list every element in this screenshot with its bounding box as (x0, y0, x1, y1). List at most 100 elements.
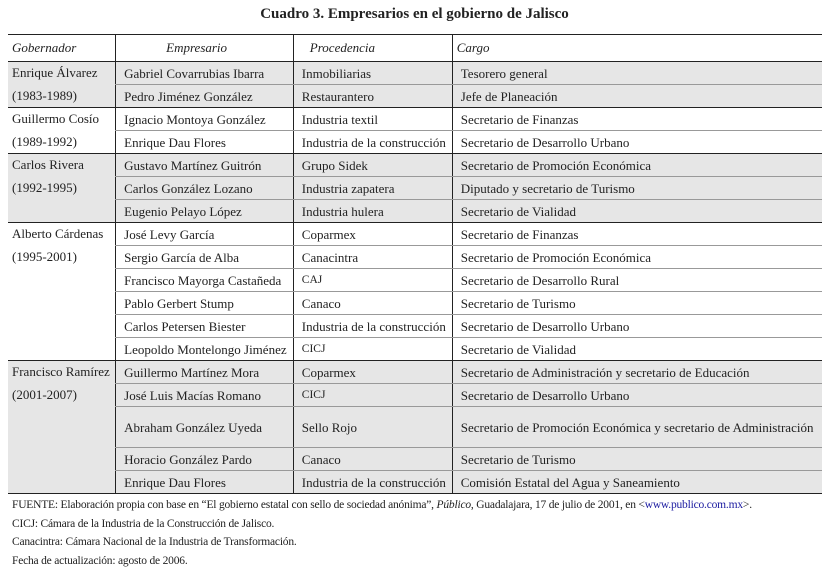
table-body: Enrique Álvarez (1983-1989) Gabriel Covarr… (8, 61, 822, 494)
governor-cell: Guillermo Cosío (1989-1992) (8, 107, 116, 154)
source-text-2: , Guadalajara, 17 de julio de 2001, en < (470, 499, 645, 511)
governor-cell: Francisco Ramírez (2001-2007) (8, 360, 116, 494)
cargo-cell: Secretario de Promoción Económica y secr… (451, 406, 822, 448)
header-procedencia: Procedencia (292, 34, 453, 62)
cargo-cell: Secretario de Desarrollo Urbano (451, 130, 822, 154)
governor-name: Alberto Cárdenas (12, 226, 104, 241)
header-gobernador: Gobernador (8, 34, 116, 62)
table-row: Enrique Dau Flores Industria de la constr… (8, 130, 822, 154)
table-row: Sergio García de Alba Canacintra Secretari… (8, 245, 822, 269)
procedencia-cell: CICJ (292, 383, 453, 407)
procedencia-cell: Industria hulera (292, 199, 453, 223)
procedencia-cell: Industria de la construcción (292, 470, 453, 494)
source-end: >. (742, 499, 752, 511)
update-note: Fecha de actualización: agosto de 2006. (12, 554, 188, 567)
procedencia-cell: Industria textil (292, 107, 453, 131)
table-row: Carlos Petersen Biester Industria de la c… (8, 314, 822, 338)
empresario-cell: Horacio González Pardo (115, 447, 294, 471)
table-row: Pedro Jiménez González Restaurantero Jefe … (8, 84, 822, 108)
empresario-cell: José Levy García (115, 222, 294, 246)
governor-period: (1995-2001) (12, 248, 77, 264)
header-cargo: Cargo (451, 34, 822, 62)
table-row: Abraham González Uyeda Sello Rojo Secretar… (8, 406, 822, 448)
governor-name: Enrique Álvarez (12, 65, 98, 80)
empresario-cell: Ignacio Montoya González (115, 107, 294, 131)
cargo-cell: Secretario de Turismo (451, 447, 822, 471)
empresario-cell: Pedro Jiménez González (115, 84, 294, 108)
cargo-cell: Secretario de Promoción Económica (451, 245, 822, 269)
source-text: FUENTE: Elaboración propia con base en “… (12, 499, 437, 511)
cargo-cell: Tesorero general (451, 61, 822, 85)
procedencia-cell: Grupo Sidek (292, 153, 453, 177)
governor-name: Carlos Rivera (12, 157, 84, 172)
table-row: Eugenio Pelayo López Industria hulera Secr… (8, 199, 822, 223)
canacintra-note: Canacintra: Cámara Nacional de la Indust… (12, 536, 297, 548)
cargo-cell: Secretario de Turismo (451, 291, 822, 315)
governor-period: (2001-2007) (12, 386, 77, 402)
cargo-cell: Comisión Estatal del Agua y Saneamiento (451, 470, 822, 494)
empresario-cell: Enrique Dau Flores (115, 130, 294, 154)
governor-name: Guillermo Cosío (12, 111, 100, 126)
table-row: Leopoldo Montelongo Jiménez CICJ Secretari… (8, 337, 822, 361)
table-row: Carlos Rivera (1992-1995) Gustavo Martínez… (8, 153, 822, 223)
source-link[interactable]: www.publico.com.mx (644, 499, 743, 511)
table-row: Guillermo Cosío (1989-1992) Ignacio Montoy… (8, 107, 822, 154)
governor-cell: Alberto Cárdenas (1995-2001) (8, 222, 116, 361)
businessmen-table: Gobernador Empresario Procedencia Cargo … (8, 34, 822, 494)
table-row: Francisco Ramírez (2001-2007) Guillermo Ma… (8, 360, 822, 494)
governor-period: (1983-1989) (12, 87, 77, 103)
cargo-cell: Secretario de Desarrollo Urbano (451, 314, 822, 338)
footnotes: FUENTE: Elaboración propia con base en “… (12, 496, 752, 570)
empresario-cell: Gustavo Martínez Guitrón (115, 153, 294, 177)
procedencia-cell: Industria de la construcción (292, 314, 453, 338)
empresario-cell: José Luis Macías Romano (115, 383, 294, 407)
governor-period: (1989-1992) (12, 133, 77, 149)
table-row: José Luis Macías Romano CICJ Secretario de… (8, 383, 822, 407)
empresario-cell: Eugenio Pelayo López (115, 199, 294, 223)
empresario-cell: Sergio García de Alba (115, 245, 294, 269)
cargo-cell: Jefe de Planeación (451, 84, 822, 108)
procedencia-cell: Sello Rojo (292, 406, 453, 448)
governor-cell: Carlos Rivera (1992-1995) (8, 153, 116, 223)
procedencia-cell: Inmobiliarias (292, 61, 453, 85)
procedencia-cell: CICJ (292, 337, 453, 361)
procedencia-cell: Industria zapatera (292, 176, 453, 200)
cargo-cell: Diputado y secretario de Turismo (451, 176, 822, 200)
governor-name: Francisco Ramírez (12, 364, 110, 379)
procedencia-cell: Industria de la construcción (292, 130, 453, 154)
cargo-cell: Secretario de Vialidad (451, 337, 822, 361)
cicj-note: CICJ: Cámara de la Industria de la Const… (12, 517, 275, 530)
table-row: Enrique Álvarez (1983-1989) Gabriel Covarr… (8, 61, 822, 108)
source-publication: Público (436, 499, 472, 511)
governor-cell: Enrique Álvarez (1983-1989) (8, 61, 116, 108)
table-row: Carlos González Lozano Industria zapatera… (8, 176, 822, 200)
governor-period: (1992-1995) (12, 179, 77, 195)
cargo-cell: Secretario de Finanzas (451, 222, 822, 246)
procedencia-cell: Coparmex (292, 360, 453, 384)
table-row: Enrique Dau Flores Industria de la constr… (8, 470, 822, 494)
cargo-cell: Secretario de Desarrollo Rural (451, 268, 822, 292)
procedencia-cell: Canaco (292, 447, 453, 471)
table-row: Pablo Gerbert Stump Canaco Secretario de T… (8, 291, 822, 315)
cargo-cell: Secretario de Vialidad (451, 199, 822, 223)
source-note: FUENTE: Elaboración propia con base en “… (12, 496, 752, 515)
table-row: Francisco Mayorga Castañeda CAJ Secretario… (8, 268, 822, 292)
empresario-cell: Pablo Gerbert Stump (115, 291, 294, 315)
table-row: Alberto Cárdenas (1995-2001) José Levy Gar… (8, 222, 822, 361)
empresario-cell: Enrique Dau Flores (115, 470, 294, 494)
empresario-cell: Carlos González Lozano (115, 176, 294, 200)
procedencia-cell: Canacintra (292, 245, 453, 269)
procedencia-cell: Canaco (292, 291, 453, 315)
table-row: Horacio González Pardo Canaco Secretario d… (8, 447, 822, 471)
empresario-cell: Abraham González Uyeda (115, 406, 294, 448)
empresario-cell: Francisco Mayorga Castañeda (115, 268, 294, 292)
empresario-cell: Guillermo Martínez Mora (115, 360, 294, 384)
empresario-cell: Gabriel Covarrubias Ibarra (115, 61, 294, 85)
procedencia-cell: Coparmex (292, 222, 453, 246)
header-row: Gobernador Empresario Procedencia Cargo (8, 34, 822, 62)
cargo-cell: Secretario de Finanzas (451, 107, 822, 131)
cargo-cell: Secretario de Desarrollo Urbano (451, 383, 822, 407)
procedencia-cell: CAJ (292, 268, 453, 292)
empresario-cell: Carlos Petersen Biester (115, 314, 294, 338)
cargo-cell: Secretario de Promoción Económica (451, 153, 822, 177)
